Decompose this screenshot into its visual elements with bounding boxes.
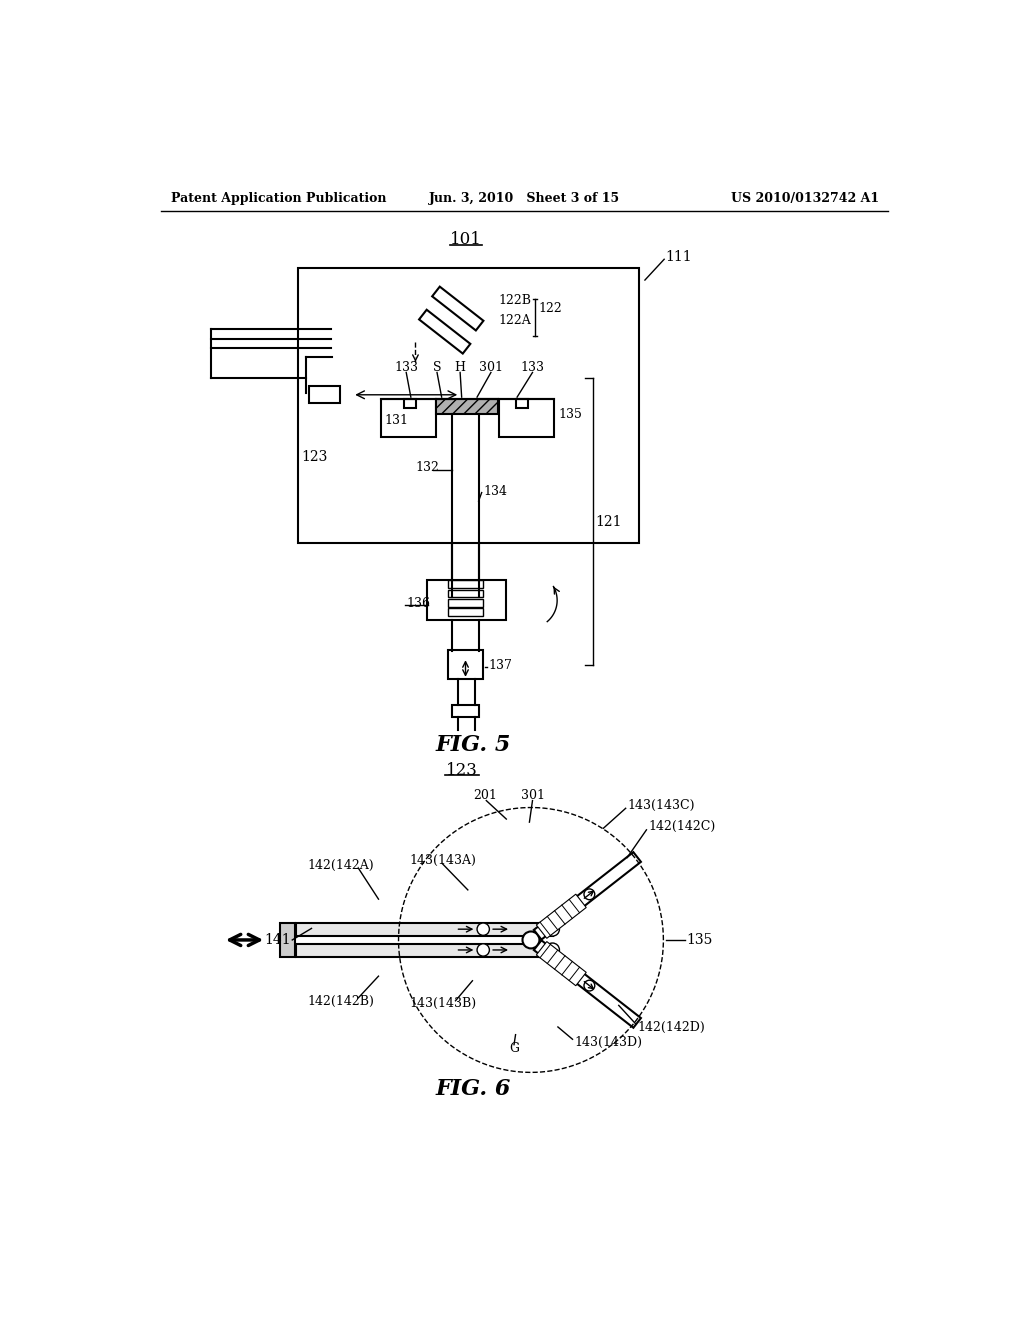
Circle shape: [584, 981, 595, 991]
Text: 301: 301: [520, 789, 545, 803]
Text: 123: 123: [301, 450, 328, 465]
Bar: [381, 399, 436, 437]
Text: 122B: 122B: [499, 294, 531, 308]
Polygon shape: [432, 286, 483, 330]
Text: Patent Application Publication: Patent Application Publication: [171, 191, 386, 205]
Text: Jun. 3, 2010   Sheet 3 of 15: Jun. 3, 2010 Sheet 3 of 15: [429, 191, 621, 205]
Text: H: H: [455, 362, 466, 375]
Bar: [447, 581, 483, 589]
Bar: [436, 399, 498, 414]
Text: 122: 122: [539, 302, 562, 315]
Circle shape: [546, 923, 559, 936]
Text: 143(143D): 143(143D): [574, 1036, 642, 1049]
Text: 143(143A): 143(143A): [410, 854, 476, 867]
Text: 131: 131: [385, 413, 409, 426]
Text: 111: 111: [666, 249, 692, 264]
Text: 201: 201: [473, 789, 497, 803]
Text: 142(142C): 142(142C): [648, 820, 715, 833]
Text: 142(142A): 142(142A): [307, 859, 375, 871]
Text: 134: 134: [483, 484, 507, 498]
Bar: [296, 944, 553, 957]
Bar: [447, 590, 483, 598]
Circle shape: [477, 923, 489, 936]
Text: 135: 135: [559, 408, 583, 421]
Text: 141: 141: [264, 933, 291, 946]
Text: S: S: [433, 362, 441, 375]
Text: 101: 101: [450, 231, 481, 248]
Text: FIG. 5: FIG. 5: [435, 734, 511, 756]
Text: 122A: 122A: [499, 314, 531, 326]
Bar: [499, 399, 554, 437]
Bar: [427, 581, 506, 620]
Circle shape: [522, 932, 540, 949]
Text: US 2010/0132742 A1: US 2010/0132742 A1: [731, 191, 879, 205]
Bar: [515, 399, 528, 408]
Text: 142(142B): 142(142B): [307, 995, 375, 1008]
Text: 143(143B): 143(143B): [410, 998, 476, 1010]
Text: 301: 301: [479, 362, 503, 375]
Text: 133: 133: [394, 362, 418, 375]
Circle shape: [584, 888, 595, 900]
Text: 132: 132: [416, 462, 439, 474]
Bar: [309, 387, 340, 404]
Text: 121: 121: [596, 515, 623, 529]
Text: 136: 136: [407, 597, 430, 610]
Text: FIG. 6: FIG. 6: [435, 1077, 511, 1100]
Bar: [447, 649, 483, 678]
Text: 135: 135: [686, 933, 713, 946]
Text: G: G: [509, 1041, 519, 1055]
Text: 143(143C): 143(143C): [628, 799, 694, 812]
Bar: [298, 268, 639, 544]
Text: 142(142D): 142(142D): [637, 1020, 705, 1034]
Text: 123: 123: [445, 762, 477, 779]
Polygon shape: [419, 310, 470, 354]
Bar: [447, 599, 483, 607]
Circle shape: [477, 944, 489, 956]
Polygon shape: [537, 941, 586, 986]
Text: 133: 133: [520, 362, 545, 375]
Text: 137: 137: [488, 659, 512, 672]
Bar: [280, 923, 295, 957]
Bar: [403, 399, 416, 408]
Bar: [296, 923, 553, 936]
Polygon shape: [537, 894, 586, 939]
Bar: [447, 609, 483, 615]
Bar: [453, 705, 478, 718]
Circle shape: [546, 942, 559, 957]
Polygon shape: [534, 940, 641, 1028]
Polygon shape: [534, 853, 641, 940]
